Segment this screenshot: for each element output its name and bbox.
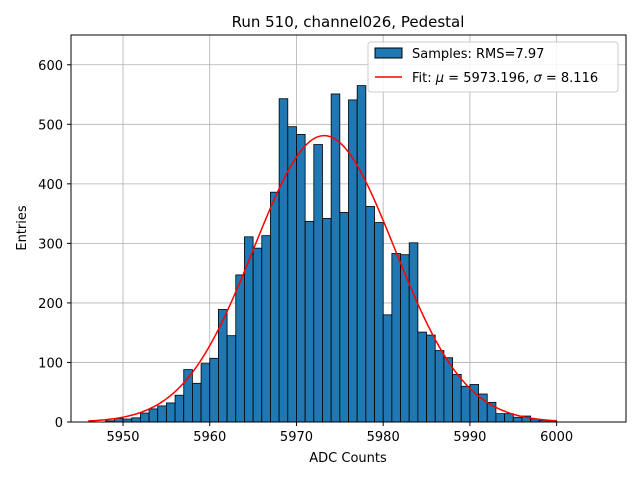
histogram-bar [417,331,427,423]
histogram-bar [200,363,211,423]
y-tick-label: 500 [38,118,63,133]
histogram-bar [391,253,401,423]
histogram-bar [322,217,332,423]
histogram-bar [244,236,254,423]
histogram-bar [261,235,271,423]
histogram-bar [339,212,349,423]
histogram-bar [356,85,367,423]
histogram-bar [443,357,453,423]
histogram-bar [287,126,297,423]
x-tick-label: 5980 [367,430,400,445]
chart-title: Run 510, channel026, Pedestal [232,13,465,31]
histogram-bar [495,413,505,423]
histogram-bar [512,416,523,423]
x-tick-label: 6000 [540,430,573,445]
histogram-bar [478,393,488,423]
y-axis-label: Entries [15,205,30,251]
legend: Samples: RMS=7.97 Fit: μ = 5973.196, σ =… [367,41,619,93]
x-axis: 5950 5960 5970 5980 5990 6000 [106,422,573,445]
histogram-bar [139,412,150,423]
y-tick-label: 600 [38,59,63,74]
x-axis-label: ADC Counts [309,451,387,466]
legend-label-samples: Samples: RMS=7.97 [412,47,544,62]
y-tick-label: 400 [38,178,63,193]
histogram-bars [105,85,558,423]
histogram-bar [174,394,185,423]
histogram-bar [235,274,245,423]
histogram-bar [131,417,141,423]
x-tick-label: 5970 [280,430,313,445]
histogram-bar [408,242,419,423]
legend-swatch-samples [374,47,403,59]
legend-box [367,41,619,93]
histogram-bar [434,350,445,423]
histogram-bar [460,385,471,423]
histogram-bar [278,98,289,423]
histogram-bar [148,408,159,423]
histogram-bar [348,99,358,423]
histogram-bar [252,247,263,423]
histogram-bar [226,335,237,423]
histogram-bar [426,334,436,423]
histogram-bar [304,220,315,423]
histogram-bar [452,373,462,423]
histogram-bar [374,222,384,423]
y-tick-label: 0 [55,416,63,431]
y-tick-label: 100 [38,356,63,371]
x-tick-label: 5990 [453,430,486,445]
histogram-bar [165,402,176,423]
histogram-bar [330,93,341,423]
x-tick-label: 5950 [106,430,139,445]
histogram-bar [157,405,167,423]
fit-curve [88,134,557,422]
histogram-bar [209,357,219,423]
histogram-bar [365,206,375,423]
plot-frame [70,34,627,423]
y-tick-label: 300 [38,237,63,252]
y-tick-label: 200 [38,297,63,312]
y-axis: 0 100 200 300 400 500 600 [38,59,71,431]
histogram-bar [192,382,202,423]
histogram-bar [270,191,280,423]
histogram-bar [296,134,306,423]
histogram-bar [382,314,393,423]
x-tick-label: 5960 [193,430,226,445]
legend-label-fit: Fit: μ = 5973.196, σ = 8.116 [412,71,598,86]
histogram-bar [504,413,514,423]
histogram-bar [313,144,323,423]
